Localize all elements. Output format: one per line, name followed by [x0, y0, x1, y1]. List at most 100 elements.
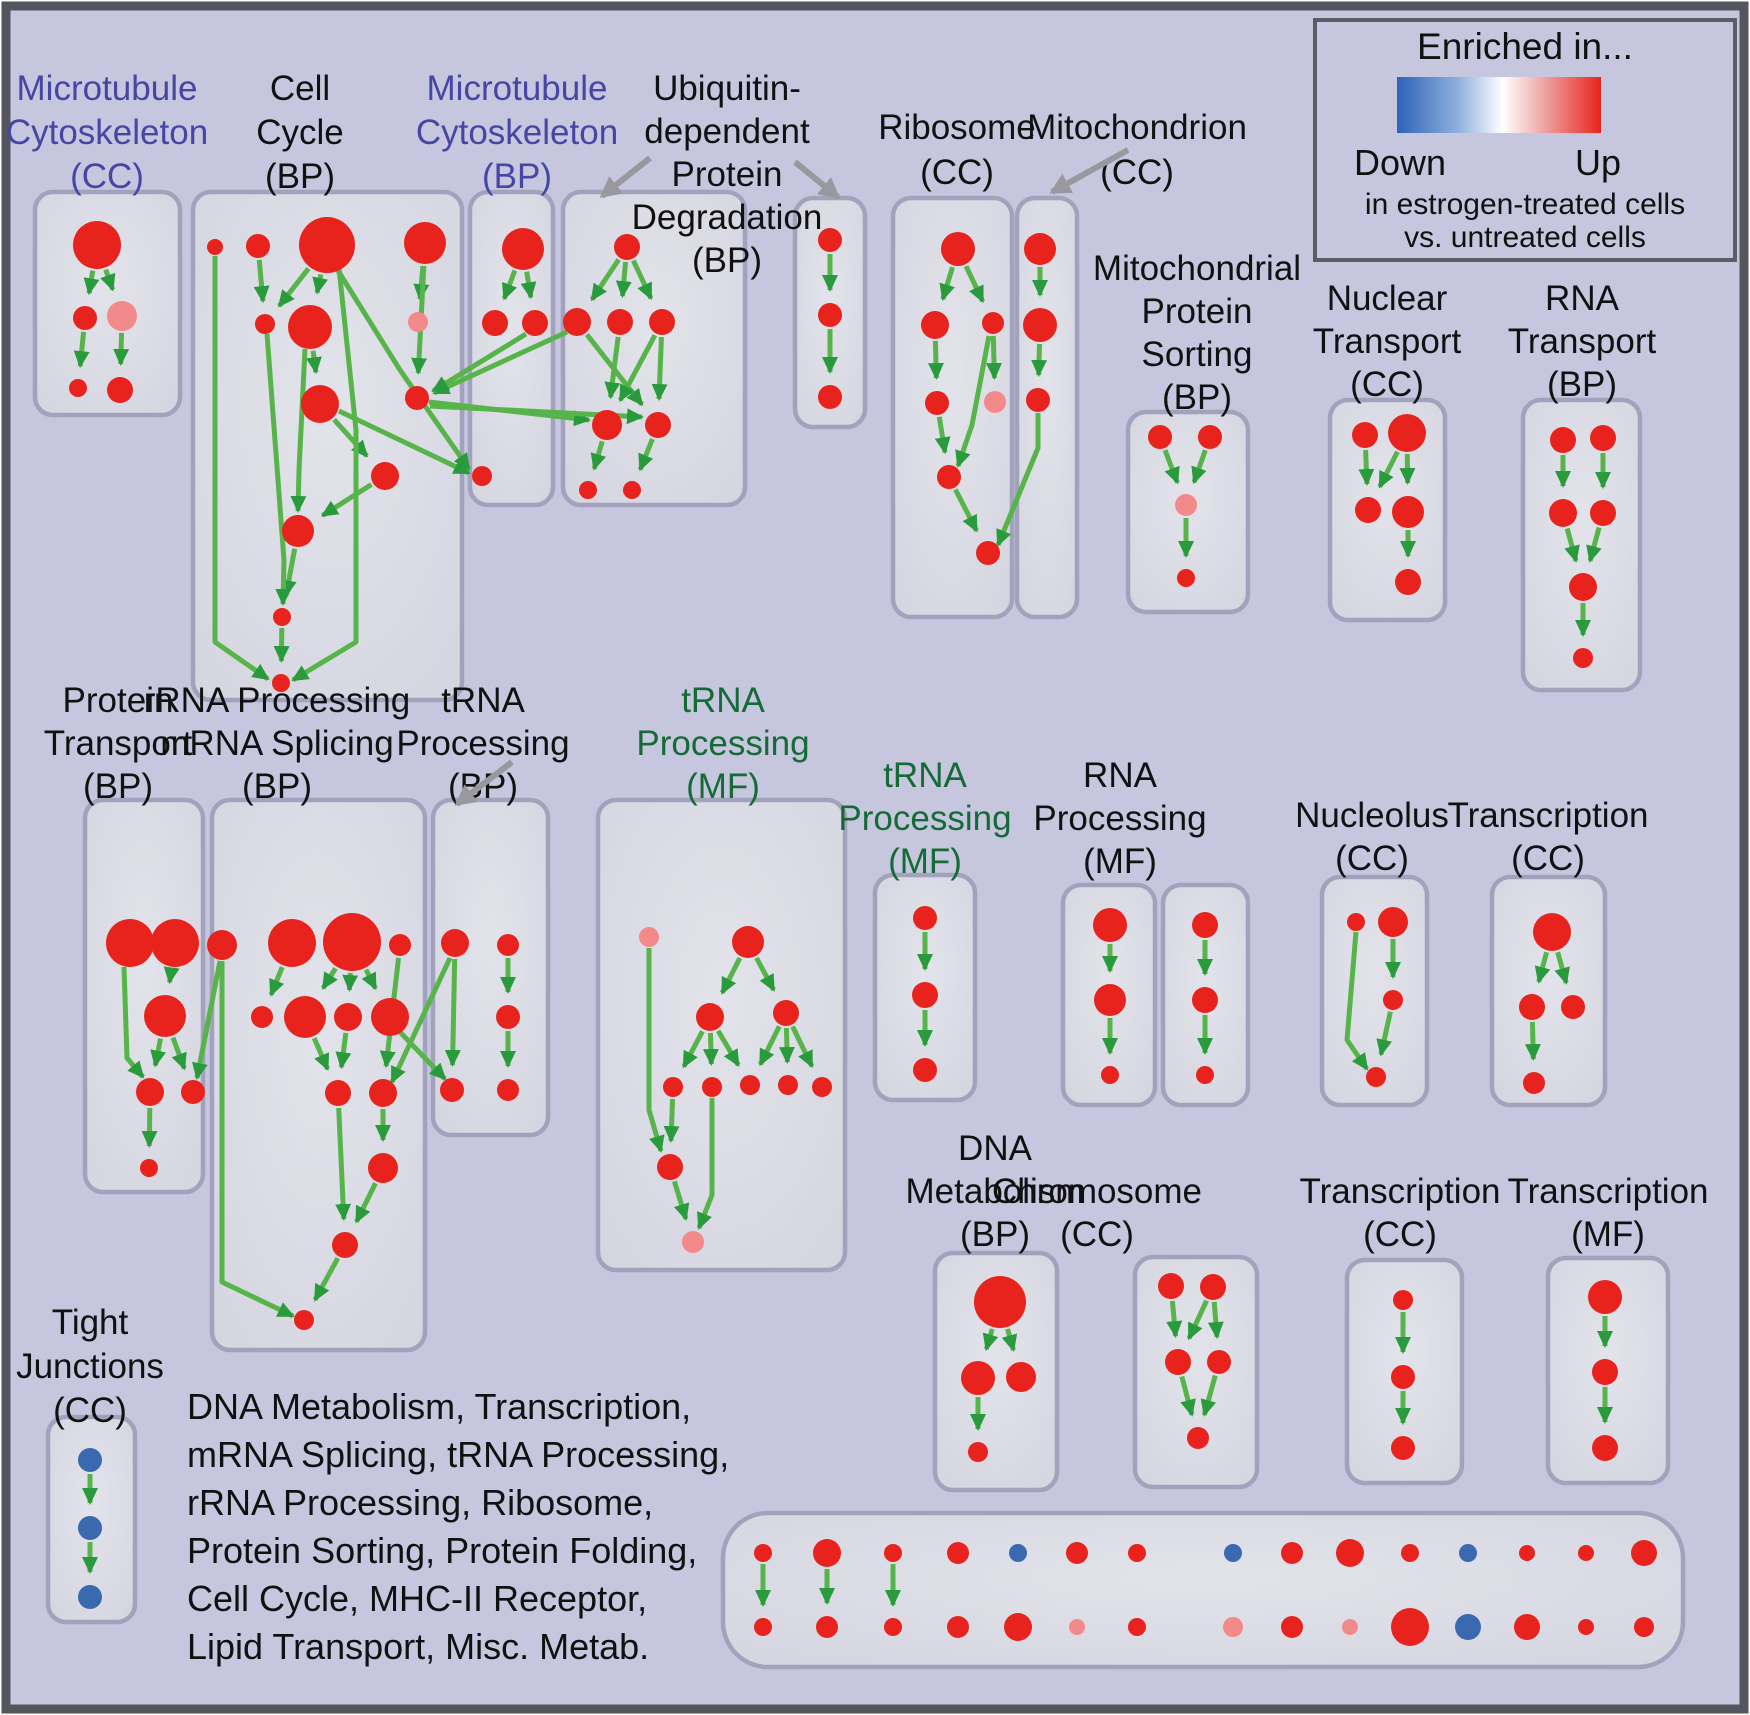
go-term-node-red: [925, 391, 949, 415]
edge-arrow: [672, 1180, 690, 1221]
legend-title: Enriched in...: [1417, 26, 1633, 67]
cluster-label-ubiquitin-dependent-protein-degradation-bp-line3: Protein: [672, 155, 783, 194]
cluster-label-trna-processing-bp-line2: Processing: [396, 724, 569, 763]
edge-arrow: [320, 966, 338, 990]
go-term-node-red: [181, 1080, 205, 1104]
cluster-label-rna-processing-mf-line2: Processing: [1033, 799, 1206, 838]
edge-arrow: [290, 348, 308, 513]
go-term-node-red: [623, 481, 641, 499]
legend-box: [1313, 18, 1737, 262]
cluster-label-dna-metabolism-bp-line1: DNA: [958, 1129, 1033, 1168]
cluster-box-chromosome-cc: [1132, 1254, 1260, 1490]
edge-arrow: [1554, 951, 1570, 985]
go-term-node-red: [579, 481, 597, 499]
edge-arrow: [778, 1027, 795, 1065]
go-term-node-red: [497, 934, 519, 956]
edge-arrow: [1534, 951, 1551, 984]
cluster-label-mitochondrial-protein-sorting-bp-line1: Mitochondrial: [1093, 249, 1301, 288]
go-term-node-red: [1281, 1616, 1303, 1638]
cluster-label-ubiquitin-dependent-protein-degradation-bp-line2: dependent: [644, 112, 810, 151]
go-term-node-red: [1165, 1349, 1191, 1375]
edge-arrow: [312, 1256, 340, 1302]
edge-arrow: [141, 1107, 158, 1149]
edge-arrow: [590, 440, 607, 471]
go-term-node-red: [1023, 308, 1057, 342]
cluster-label-rna-processing-mf-line3: (MF): [1083, 842, 1157, 881]
go-term-node-red: [136, 1078, 164, 1106]
edge-arrow: [1344, 931, 1370, 1071]
edge-arrow: [995, 413, 1041, 547]
edge-arrow: [1162, 449, 1180, 485]
edge-arrow: [637, 437, 655, 472]
cluster-label-rrna-processing-mrna-splicing-bp-line3: (BP): [242, 767, 312, 806]
edge-arrow: [334, 267, 472, 471]
go-term-node-pink: [639, 927, 659, 947]
cluster-label-rna-transport-bp-line3: (BP): [1547, 365, 1617, 404]
edge-arrow: [646, 948, 665, 1153]
edge-arrow: [1358, 449, 1375, 487]
go-term-node-red: [1519, 1545, 1535, 1561]
go-term-node-red: [1519, 994, 1545, 1020]
go-term-node-red: [1578, 1619, 1594, 1635]
edge-arrow: [1586, 526, 1602, 563]
go-term-node-red: [1006, 1362, 1036, 1392]
cluster-box-trna-processing-bp: [430, 797, 551, 1138]
edge-arrow: [432, 329, 569, 396]
cluster-label-rna-processing-mf-line1: RNA: [1083, 756, 1158, 795]
cluster-label-transcription-cc-mid-line1: Transcription: [1448, 796, 1649, 835]
edge-arrow: [444, 958, 461, 1068]
edge-arrow: [663, 1098, 680, 1144]
go-term-node-red: [207, 239, 223, 255]
go-term-node-red: [106, 919, 154, 967]
cluster-box-nuclear-transport-cc: [1327, 397, 1448, 623]
label-pointer-arrow: [793, 159, 841, 200]
go-term-node-red: [1631, 1540, 1657, 1566]
go-term-node-red: [299, 217, 355, 273]
go-term-node-red: [913, 1058, 937, 1082]
go-term-node-red: [1207, 1350, 1231, 1374]
go-term-node-red: [1355, 497, 1381, 523]
go-term-node-red: [968, 1442, 988, 1462]
go-term-node-red: [1388, 414, 1426, 452]
go-term-node-red: [696, 1003, 724, 1031]
go-term-node-red: [974, 1276, 1026, 1328]
edge-arrow: [150, 1038, 166, 1068]
edge-arrow: [354, 1182, 378, 1224]
go-term-node-blue: [1455, 1614, 1481, 1640]
edge-arrow: [715, 1029, 741, 1067]
go-term-node-red: [812, 1077, 832, 1097]
go-term-node-red: [151, 919, 199, 967]
go-term-node-red: [1196, 1066, 1214, 1084]
go-term-node-red: [976, 541, 1000, 565]
cluster-box-microtubule-cytoskeleton-cc: [32, 189, 183, 418]
go-term-node-red: [1148, 425, 1172, 449]
cluster-label-microtubule-cytoskeleton-cc-line2: Cytoskeleton: [6, 113, 208, 152]
go-term-node-red: [1592, 1359, 1618, 1385]
edge-arrow: [306, 350, 322, 375]
go-term-node-red: [288, 305, 332, 349]
edge-arrow: [1179, 1375, 1196, 1417]
cluster-label-cell-cycle-bp-line1: Cell: [270, 69, 330, 108]
cluster-label-tight-junctions-cc-line3: (CC): [53, 1391, 127, 1430]
edge-arrow: [963, 265, 985, 304]
go-term-node-red: [607, 309, 633, 335]
cluster-label-nuclear-transport-cc-line2: Transport: [1313, 322, 1462, 361]
go-term-node-red: [301, 385, 339, 423]
go-term-node-red: [1128, 1618, 1146, 1636]
cluster-label-nucleolus-cc-line2: (CC): [1335, 839, 1409, 878]
edge-arrow: [100, 268, 116, 292]
edge-arrow: [1001, 1328, 1018, 1352]
go-term-node-red: [371, 998, 409, 1036]
cluster-label-tight-junctions-cc-line2: Junctions: [16, 1347, 164, 1386]
edge-arrow: [927, 340, 944, 381]
cluster-box-ubiquitin-dependent-protein-degradation-bp: [560, 189, 748, 508]
go-term-node-red: [334, 1003, 362, 1031]
edge-arrow: [277, 267, 311, 308]
edge-arrow: [1564, 527, 1580, 563]
go-term-node-red: [405, 386, 429, 410]
go-term-node-red: [937, 465, 961, 489]
go-term-node-red: [1378, 907, 1408, 937]
legend-gradient-bar: [1397, 77, 1601, 133]
